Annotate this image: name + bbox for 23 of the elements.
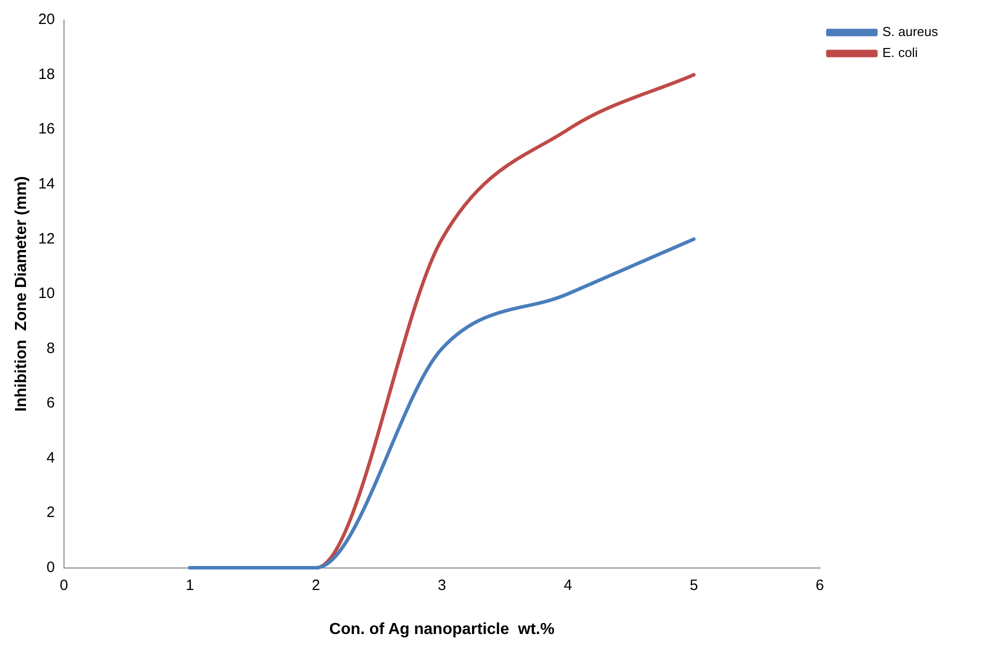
- y-axis-title: Inhibition Zone Diameter (mm): [13, 176, 30, 412]
- y-tick-label: 14: [38, 175, 55, 192]
- y-tick-label: 6: [46, 394, 55, 412]
- y-tick-label: 10: [38, 285, 55, 302]
- x-tick-label: 6: [816, 576, 824, 594]
- y-tick-label: 12: [38, 230, 55, 248]
- x-tick-label: 2: [312, 576, 320, 594]
- y-tick-label: 4: [46, 449, 55, 466]
- line-series: [188, 237, 696, 570]
- y-tick-label: 18: [38, 66, 55, 83]
- y-tick-label: 8: [46, 340, 55, 357]
- x-tick-label: 1: [186, 576, 194, 594]
- legend-label: S. aureus: [882, 24, 938, 40]
- y-tick-label: 16: [38, 120, 55, 138]
- y-tick-label: 2: [46, 504, 55, 522]
- x-tick-label: 4: [564, 576, 572, 594]
- x-tick-label: 0: [60, 576, 68, 594]
- x-tick-label: 3: [438, 576, 446, 594]
- y-tick-label: 20: [38, 11, 55, 28]
- legend-label: E. coli: [882, 45, 918, 60]
- x-tick-label: 5: [690, 576, 698, 594]
- y-tick-label: 0: [46, 558, 55, 576]
- x-axis-title: Con. of Ag nanoparticle wt.%: [329, 620, 554, 638]
